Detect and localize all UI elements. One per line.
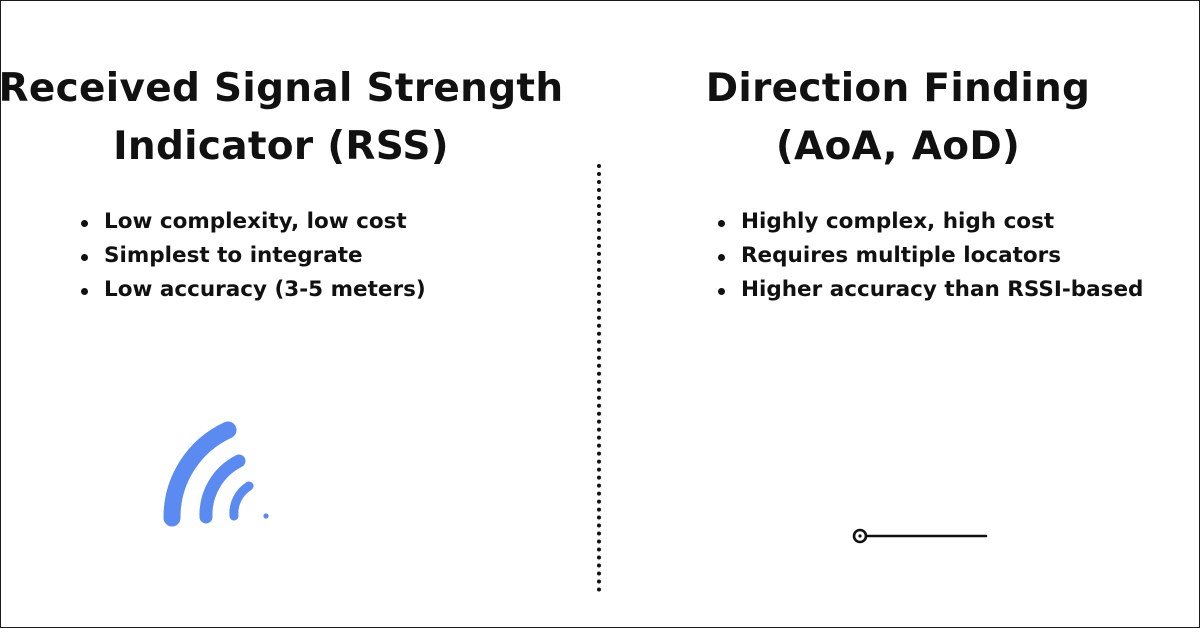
rss-bullet-list: Low complexity, low cost Simplest to int… bbox=[80, 205, 426, 307]
rss-bullet-item: Low complexity, low cost bbox=[80, 205, 426, 239]
wifi-signal-icon bbox=[163, 421, 269, 527]
direction-finding-bullet-item: Higher accuracy than RSSI-based bbox=[717, 273, 1143, 307]
rss-title-line-1: Received Signal Strength bbox=[0, 66, 564, 111]
direction-finding-bullet-list: Highly complex, high cost Requires multi… bbox=[717, 205, 1143, 307]
direction-finding-panel: Direction Finding (AoA, AoD) Highly comp… bbox=[600, 0, 1200, 628]
direction-finding-title-line-1: Direction Finding bbox=[705, 66, 1091, 111]
rss-panel: Received Signal Strength Indicator (RSS)… bbox=[0, 60, 581, 527]
direction-finding-title-line-2: (AoA, AoD) bbox=[775, 124, 1021, 169]
direction-line-icon bbox=[852, 528, 988, 544]
rss-bullet-item: Simplest to integrate bbox=[80, 239, 426, 273]
rss-title-line-2: Indicator (RSS) bbox=[113, 124, 449, 169]
direction-finding-bullet-item: Highly complex, high cost bbox=[717, 205, 1143, 239]
direction-finding-bullet-item: Requires multiple locators bbox=[717, 239, 1143, 273]
direction-finding-title: Direction Finding (AoA, AoD) bbox=[598, 60, 1198, 176]
section-divider bbox=[597, 164, 601, 592]
rss-title: Received Signal Strength Indicator (RSS) bbox=[0, 60, 581, 176]
rss-bullet-item: Low accuracy (3-5 meters) bbox=[80, 273, 426, 307]
